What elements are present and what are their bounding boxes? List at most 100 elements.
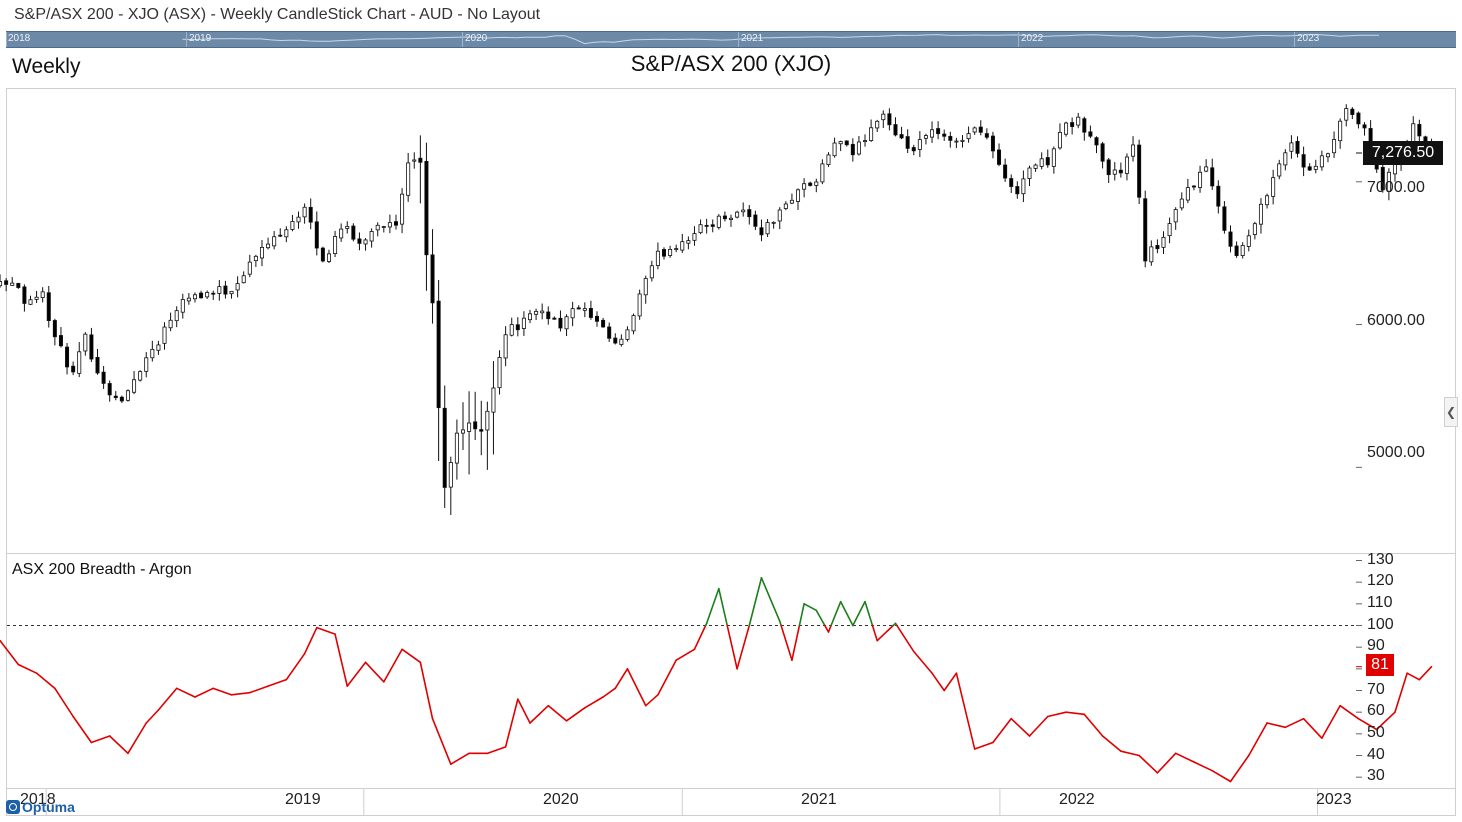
candle-body [241, 275, 246, 284]
candle-body [107, 383, 112, 396]
breadth-line-segment [736, 624, 751, 670]
candle-body [881, 113, 886, 121]
candle-body [1295, 140, 1300, 154]
navigator-price-line [182, 33, 1380, 45]
candle-body [393, 221, 398, 226]
candle-body [972, 127, 977, 133]
candle-body [698, 224, 703, 234]
breadth-line-segment [871, 624, 879, 642]
candle-body [777, 209, 782, 222]
candle-body [503, 334, 508, 359]
candle-body [893, 124, 898, 136]
navigator-year-2018: 2018 [8, 33, 31, 44]
candle-body [454, 432, 459, 464]
breadth-line-segment [973, 741, 994, 750]
breadth-line-segment [726, 624, 738, 670]
breadth-line-segment [35, 672, 56, 690]
breadth-line-segment [1339, 704, 1360, 720]
candle-body [1271, 177, 1276, 197]
candle-body [722, 215, 727, 220]
breadth-line-segment [194, 687, 215, 698]
candle-body [674, 248, 679, 250]
candle-body [430, 254, 435, 304]
breadth-line-segment [267, 678, 288, 687]
candle-body [320, 247, 325, 262]
candle-body [1057, 132, 1062, 149]
candle-body [844, 140, 849, 146]
candle-body [552, 317, 557, 320]
candle-body [381, 226, 386, 228]
candle-body [747, 209, 752, 218]
candle-body [960, 139, 965, 142]
candle-body [1216, 185, 1221, 207]
candle-body [473, 421, 478, 430]
candle-body [345, 226, 350, 229]
breadth-line-segment [675, 648, 696, 661]
candle-body [192, 294, 197, 300]
candle-body [266, 243, 271, 249]
breadth-line-segment [127, 722, 148, 755]
candle-body [619, 338, 624, 345]
collapse-panel-button[interactable]: ❮ [1444, 397, 1458, 427]
breadth-line-segment [1302, 717, 1323, 739]
candle-body [1210, 167, 1215, 187]
candle-body [424, 161, 429, 256]
candle-body [180, 299, 185, 313]
date-navigator-bar[interactable]: 2018 2019 2020 2021 2022 2023 [6, 31, 1456, 48]
candle-body [1258, 203, 1263, 225]
candle-body [668, 248, 673, 256]
candle-body [77, 351, 82, 374]
candle-body [460, 429, 465, 434]
navigator-year-2022: 2022 [1021, 33, 1044, 44]
breadth-line-segment [1046, 711, 1067, 718]
candle-body [923, 135, 928, 139]
candle-body [4, 280, 9, 285]
candle-body [290, 221, 295, 230]
breadth-line-segment [504, 698, 519, 748]
candle-body [729, 217, 734, 220]
candle-body [442, 407, 447, 488]
breadth-line-segment [334, 633, 349, 687]
breadth-tick-label: 70 [1367, 680, 1385, 698]
candle-body [692, 233, 697, 241]
candle-body [741, 209, 746, 213]
candle-body [607, 326, 612, 339]
candle-body [1082, 118, 1087, 133]
breadth-tick-label: 50 [1367, 723, 1385, 741]
candle-body [278, 234, 283, 237]
candle-body [802, 183, 807, 190]
candle-body [765, 222, 770, 235]
breadth-line-segment [760, 577, 781, 622]
breadth-line-segment [1375, 711, 1396, 731]
breadth-line-segment [1010, 717, 1031, 737]
candle-body [1362, 124, 1367, 129]
candle-body [144, 357, 149, 372]
candle-body [783, 203, 788, 209]
candle-body [1350, 108, 1355, 115]
candle-body [546, 311, 551, 320]
breadth-line-segment [450, 752, 470, 765]
candle-body [686, 240, 691, 244]
navigator-tick [1294, 32, 1295, 47]
x-axis-label-2019: 2019 [285, 791, 321, 808]
candle-body [1106, 159, 1111, 176]
candle-body [527, 313, 532, 321]
breadth-line-segment [1247, 722, 1268, 757]
breadth-line-segment [230, 691, 251, 696]
breadth-line-segment [90, 735, 111, 744]
candle-body [1338, 120, 1343, 142]
candle-body [1222, 206, 1227, 231]
breadth-line-segment [517, 698, 531, 724]
breadth-line-segment [657, 659, 677, 696]
candle-body [351, 225, 356, 240]
candle-body [509, 324, 514, 336]
candle-body [771, 221, 776, 224]
candle-body [1380, 166, 1385, 191]
candle-body [485, 410, 490, 431]
candle-body [1124, 156, 1129, 174]
candle-body [735, 211, 740, 218]
candle-body [521, 317, 526, 329]
candle-body [46, 292, 51, 321]
breadth-line-segment [827, 624, 832, 633]
candle-body [1240, 245, 1245, 256]
